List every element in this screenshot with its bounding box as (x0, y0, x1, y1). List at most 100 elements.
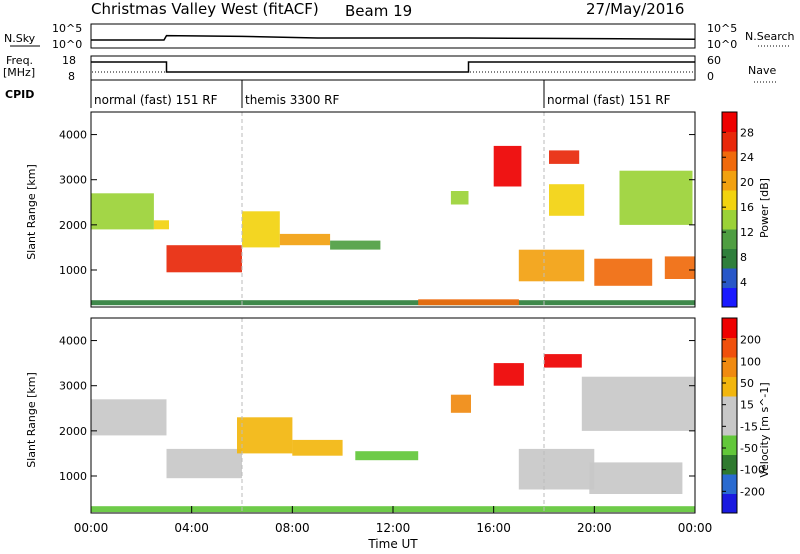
x-tick-label: 20:00 (577, 521, 612, 535)
colorbar-swatch (722, 493, 737, 514)
noise-left-tick-top: 10^5 (52, 22, 82, 35)
colorbar-tick-label: 50 (740, 377, 754, 390)
y-tick-label: 4000 (59, 335, 87, 348)
colorbar-tick-label: 24 (740, 151, 754, 164)
scatter-region (91, 399, 167, 436)
scatter-region (450, 394, 471, 413)
colorbar-swatch (722, 170, 737, 191)
colorbar-swatch (722, 376, 737, 397)
scatter-region (242, 211, 280, 248)
scatter-region (549, 150, 580, 164)
scatter-region (237, 417, 293, 454)
freq-unit-label: [MHz] (3, 66, 35, 79)
scatter-region (330, 240, 381, 250)
colorbar-swatch (722, 396, 737, 416)
freq-frame (90, 55, 696, 81)
colorbar-tick-label: -15 (740, 420, 758, 433)
y-tick-label: 1000 (59, 470, 87, 483)
freq-series-line (91, 61, 695, 73)
freq-left-tick-bottom: 8 (68, 70, 75, 83)
noise-panel: N.Sky N.Search 10^5 10^0 10^5 10^0 (4, 22, 795, 51)
x-tick-label: 16:00 (476, 521, 511, 535)
scatter-region (91, 193, 154, 230)
scatter-region (166, 448, 242, 479)
power-ylabel: Slant Range [km] (25, 164, 38, 260)
noise-frame (90, 23, 696, 49)
y-tick-label: 2000 (59, 425, 87, 438)
colorbar-tick-label: 16 (740, 201, 754, 214)
velocity-ylabel: Slant Range [km] (25, 372, 38, 468)
colorbar-tick-label: 12 (740, 226, 754, 239)
colorbar-swatch (722, 287, 737, 308)
scatter-region (493, 363, 524, 386)
power-frame (90, 111, 696, 308)
scatter-region (518, 249, 585, 282)
scatter-region (91, 300, 695, 306)
velocity-panel: 1000 2000 3000 4000 Slant Range [km] 200 100… (25, 317, 771, 514)
x-tick-label: 00:00 (74, 521, 109, 535)
colorbar-swatch (722, 131, 737, 152)
colorbar-swatch (722, 337, 737, 358)
colorbar-swatch (722, 435, 737, 455)
power-regions (91, 145, 695, 306)
colorbar-tick-label: -50 (740, 442, 758, 455)
colorbar-tick-label: 200 (740, 334, 761, 347)
cpid-strip: CPID normal (fast) 151 RF themis 3300 RF n… (5, 80, 671, 108)
freq-right-tick-top: 60 (707, 54, 721, 67)
colorbar-swatch (722, 229, 737, 249)
colorbar-frame (721, 111, 738, 308)
x-tick-label: 12:00 (376, 521, 411, 535)
scatter-region (581, 376, 696, 431)
freq-right-tick-bottom: 0 (707, 70, 714, 83)
cpid-segment-label: themis 3300 RF (245, 93, 339, 107)
colorbar-tick-label: 8 (740, 251, 747, 264)
colorbar-swatch (722, 415, 737, 436)
y-tick-label: 4000 (59, 129, 87, 142)
time-axis-label: Time UT (367, 537, 418, 551)
colorbar-tick-label: 20 (740, 176, 754, 189)
colorbar-swatch (722, 151, 737, 171)
scatter-region (518, 448, 595, 490)
noise-series-line (91, 34, 696, 41)
nsky-label: N.Sky (4, 32, 36, 45)
colorbar-swatch (722, 248, 737, 269)
power-panel: 1000 2000 3000 4000 Slant Range [km] 28 24 20… (25, 111, 771, 308)
noise-right-tick-bottom: 10^0 (707, 38, 737, 51)
scatter-region (664, 256, 695, 279)
scatter-region (166, 245, 242, 273)
scatter-region (418, 299, 519, 306)
x-tick-label: 04:00 (174, 521, 209, 535)
colorbar-tick-label: -100 (740, 464, 765, 477)
x-tick-label: 08:00 (275, 521, 310, 535)
scatter-region (619, 170, 693, 225)
x-tick-label: 00:00 (678, 521, 713, 535)
noise-right-tick-top: 10^5 (707, 22, 737, 35)
noise-left-tick-bottom: 10^0 (52, 38, 82, 51)
y-tick-label: 3000 (59, 380, 87, 393)
colorbar-tick-label: 100 (740, 355, 761, 368)
freq-label: Freq. (6, 54, 33, 67)
y-tick-label: 3000 (59, 174, 87, 187)
y-tick-label: 1000 (59, 264, 87, 277)
nave-label: Nave (748, 64, 776, 77)
colorbar-swatch (722, 357, 737, 377)
velocity-gridlines (241, 318, 545, 513)
colorbar-swatch (722, 474, 737, 494)
scatter-region (493, 145, 522, 187)
scatter-region (594, 258, 653, 286)
colorbar-swatch (722, 454, 737, 475)
colorbar-swatch (722, 112, 737, 132)
colorbar-frame (721, 317, 738, 514)
velocity-colorbar-label: Velocity [m s^-1] (758, 382, 771, 477)
time-axis: 00:00 04:00 08:00 12:00 16:00 20:00 00:00 (74, 506, 713, 535)
colorbar-tick-label: 28 (740, 126, 754, 139)
frequency-panel: Freq. [MHz] 18 8 60 0 Nave (3, 54, 776, 83)
freq-left-tick-top: 18 (62, 54, 76, 67)
colorbar-swatch (722, 268, 737, 288)
scatter-region (450, 191, 469, 205)
scatter-region (153, 220, 169, 230)
colorbar-tick-label: 4 (740, 276, 747, 289)
cpid-segment-label: normal (fast) 151 RF (94, 93, 218, 107)
colorbar-tick-label: 15 (740, 399, 754, 412)
